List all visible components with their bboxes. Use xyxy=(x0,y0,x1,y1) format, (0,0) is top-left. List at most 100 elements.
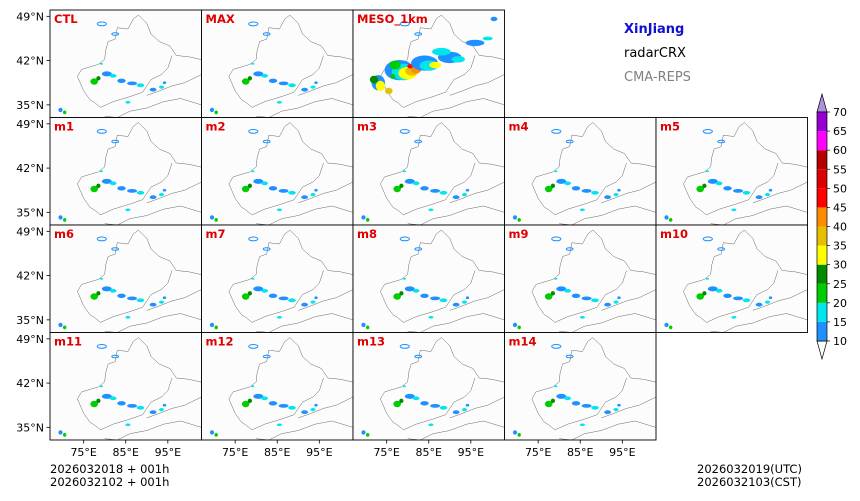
echo-blob xyxy=(99,170,103,173)
echo-blob xyxy=(430,296,441,301)
echo-blob xyxy=(99,385,103,388)
echo-blob xyxy=(705,170,709,173)
xtick-label: 75°E xyxy=(525,446,551,459)
echo-blob xyxy=(731,316,737,319)
echo-blob xyxy=(723,293,732,298)
echo-blob xyxy=(556,393,567,399)
echo-blob xyxy=(571,401,581,406)
echo-blob xyxy=(58,107,63,113)
echo-blob xyxy=(314,188,318,192)
panel-label-m6: m6 xyxy=(54,227,74,241)
echo-blob xyxy=(550,291,555,296)
ytick-label: 35°N xyxy=(16,99,44,112)
echo-blob xyxy=(707,178,718,184)
echo-blob xyxy=(159,300,164,304)
echo-blob xyxy=(544,185,553,193)
echo-blob xyxy=(490,16,498,22)
echo-blob xyxy=(768,296,773,299)
colorbar-tick-label: 25 xyxy=(833,278,847,291)
echo-blob xyxy=(591,190,599,195)
echo-blob xyxy=(755,195,763,200)
echo-blob xyxy=(604,302,611,307)
xtick-label: 85°E xyxy=(113,446,139,459)
echo-blob xyxy=(159,408,164,412)
echo-blob xyxy=(393,400,401,408)
echo-blob xyxy=(251,385,255,388)
echo-blob xyxy=(571,293,581,298)
echo-blob xyxy=(385,87,393,95)
echo-blob xyxy=(554,170,558,173)
echo-blob xyxy=(301,302,308,307)
echo-blob xyxy=(702,291,707,296)
echo-blob xyxy=(430,404,441,408)
echo-blob xyxy=(765,300,770,304)
echo-blob xyxy=(90,400,98,408)
echo-blob xyxy=(162,403,167,407)
echo-blob xyxy=(117,293,126,298)
echo-blob xyxy=(127,404,138,408)
colorbar-tick-label: 60 xyxy=(833,144,847,157)
echo-blob xyxy=(399,398,404,403)
valid-time-cst: 2026032103(CST) xyxy=(697,475,802,489)
echo-blob xyxy=(439,190,448,195)
panel-label-m10: m10 xyxy=(660,227,688,241)
echo-blob xyxy=(707,286,718,292)
echo-blob xyxy=(402,170,406,173)
xtick-label: 75°E xyxy=(373,446,399,459)
colorbar-segment xyxy=(817,169,827,189)
echo-blob xyxy=(149,302,157,307)
echo-blob xyxy=(664,215,669,220)
echo-blob xyxy=(375,80,385,91)
echo-blob xyxy=(715,181,723,186)
xtick-label: 85°E xyxy=(264,446,290,459)
echo-blob xyxy=(393,293,401,300)
echo-blob xyxy=(517,325,521,330)
echo-blob xyxy=(402,385,406,388)
ytick-label: 42°N xyxy=(16,162,44,175)
echo-blob xyxy=(268,293,278,298)
echo-blob xyxy=(604,410,611,415)
echo-blob xyxy=(162,296,167,299)
echo-blob xyxy=(462,300,467,304)
echo-blob xyxy=(301,195,308,200)
echo-blob xyxy=(127,81,138,86)
echo-blob xyxy=(125,101,131,104)
echo-blob xyxy=(209,215,215,220)
echo-blob xyxy=(462,408,467,412)
echo-blob xyxy=(581,189,592,193)
panel-label-m5: m5 xyxy=(660,120,680,134)
echo-blob xyxy=(705,277,709,280)
echo-blob xyxy=(159,85,164,89)
echo-blob xyxy=(544,400,553,408)
echo-blob xyxy=(278,189,289,193)
echo-blob xyxy=(149,87,157,92)
ytick-label: 49°N xyxy=(16,10,44,23)
echo-blob xyxy=(251,62,255,65)
echo-blob xyxy=(579,316,585,319)
panel-m14: m14 xyxy=(504,332,657,441)
echo-blob xyxy=(366,325,370,330)
echo-blob xyxy=(268,401,278,406)
colorbar-segment xyxy=(817,112,827,132)
echo-blob xyxy=(581,404,592,408)
echo-blob xyxy=(253,393,264,399)
echo-blob xyxy=(99,277,103,280)
ytick-label: 35°N xyxy=(16,421,44,434)
echo-blob xyxy=(755,302,763,307)
echo-blob xyxy=(127,189,138,193)
xtick-label: 75°E xyxy=(222,446,248,459)
echo-blob xyxy=(241,78,250,85)
echo-blob xyxy=(214,110,218,115)
echo-blob xyxy=(209,430,215,435)
echo-blob xyxy=(564,181,571,186)
echo-blob xyxy=(101,393,112,399)
ytick-label: 42°N xyxy=(16,55,44,68)
echo-blob xyxy=(404,178,415,184)
echo-blob xyxy=(390,73,396,79)
echo-blob xyxy=(465,188,470,192)
xtick-label: 95°E xyxy=(155,446,181,459)
echo-blob xyxy=(63,433,67,437)
echo-blob xyxy=(288,83,296,88)
echo-blob xyxy=(90,293,98,300)
echo-blob xyxy=(314,81,318,84)
